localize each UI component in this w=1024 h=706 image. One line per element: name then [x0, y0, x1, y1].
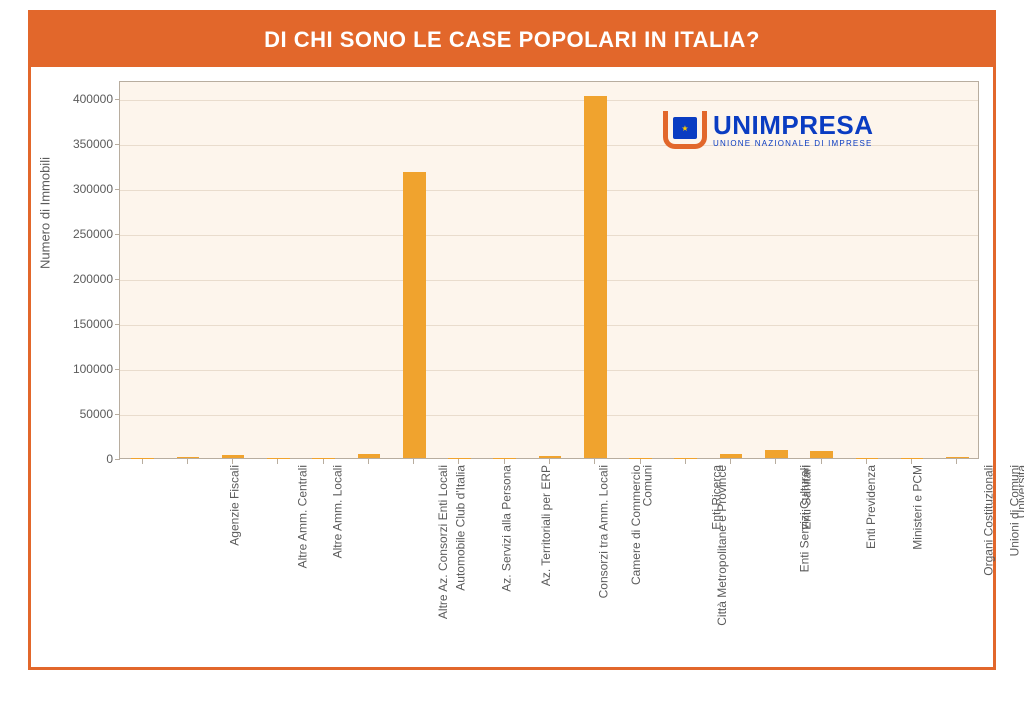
- x-tick-mark: [232, 459, 233, 464]
- x-tick-mark: [413, 459, 414, 464]
- x-tick-label: Organi Costituzionali: [982, 465, 996, 576]
- grid-line: [120, 100, 978, 101]
- bar: [720, 454, 743, 459]
- y-tick-mark: [115, 279, 120, 280]
- y-tick-label: 250000: [53, 227, 113, 241]
- logo-main-text: UNIMPRESA: [713, 112, 874, 138]
- x-tick-mark: [594, 459, 595, 464]
- bar: [539, 456, 562, 458]
- y-tick-label: 400000: [53, 92, 113, 106]
- x-tick-mark: [866, 459, 867, 464]
- bar: [493, 458, 516, 459]
- bar: [177, 457, 200, 458]
- x-tick-mark: [549, 459, 550, 464]
- x-tick-label: Agenzie Fiscali: [227, 465, 241, 546]
- y-tick-label: 350000: [53, 137, 113, 151]
- x-tick-mark: [911, 459, 912, 464]
- grid-line: [120, 190, 978, 191]
- y-tick-mark: [115, 234, 120, 235]
- x-tick-mark: [368, 459, 369, 464]
- bar: [674, 458, 697, 459]
- x-tick-label: Ministeri e PCM: [910, 465, 924, 550]
- bar: [901, 458, 924, 459]
- x-tick-label: Enti Sanitari: [800, 465, 814, 530]
- y-tick-label: 300000: [53, 182, 113, 196]
- y-tick-label: 50000: [53, 407, 113, 421]
- bar: [222, 455, 245, 458]
- x-tick-label: Altre Az. Consorzi Enti Locali: [436, 465, 450, 619]
- logo-sub-text: UNIONE NAZIONALE DI IMPRESE: [713, 140, 874, 148]
- x-tick-mark: [956, 459, 957, 464]
- y-tick-mark: [115, 324, 120, 325]
- x-tick-mark: [187, 459, 188, 464]
- bar: [810, 451, 833, 458]
- unimpresa-logo: ★ UNIMPRESA UNIONE NAZIONALE DI IMPRESE: [663, 105, 931, 155]
- bar: [448, 458, 471, 459]
- x-tick-label: Università: [1015, 465, 1024, 518]
- bar: [584, 96, 607, 458]
- grid-line: [120, 370, 978, 371]
- grid-line: [120, 280, 978, 281]
- y-tick-label: 100000: [53, 362, 113, 376]
- bar: [267, 458, 290, 459]
- bar: [403, 172, 426, 458]
- chart-title: DI CHI SONO LE CASE POPOLARI IN ITALIA?: [264, 27, 760, 53]
- chart-title-bar: DI CHI SONO LE CASE POPOLARI IN ITALIA?: [31, 13, 993, 67]
- x-tick-mark: [640, 459, 641, 464]
- y-tick-label: 0: [53, 452, 113, 466]
- x-tick-mark: [458, 459, 459, 464]
- x-tick-label: Altre Amm. Locali: [331, 465, 345, 558]
- y-tick-label: 150000: [53, 317, 113, 331]
- x-tick-mark: [142, 459, 143, 464]
- bar: [131, 458, 154, 459]
- x-tick-mark: [685, 459, 686, 464]
- y-tick-mark: [115, 369, 120, 370]
- x-tick-mark: [775, 459, 776, 464]
- y-tick-mark: [115, 144, 120, 145]
- bar: [946, 457, 969, 458]
- x-tick-label: Altre Amm. Centrali: [295, 465, 309, 568]
- grid-line: [120, 235, 978, 236]
- x-tick-mark: [821, 459, 822, 464]
- bar: [358, 454, 381, 459]
- x-tick-label: Az. Servizi alla Persona: [500, 465, 514, 592]
- x-tick-label: Enti Ricerca: [709, 465, 723, 530]
- bar: [765, 450, 788, 458]
- y-tick-mark: [115, 414, 120, 415]
- bar: [856, 458, 879, 459]
- y-tick-mark: [115, 189, 120, 190]
- x-tick-label: Comuni: [641, 465, 655, 506]
- x-tick-label: Automobile Club d'Italia: [453, 465, 467, 591]
- x-tick-label: Consorzi tra Amm. Locali: [597, 465, 611, 598]
- x-tick-label: Enti Previdenza: [864, 465, 878, 549]
- logo-emblem: ★: [663, 111, 707, 149]
- x-tick-mark: [323, 459, 324, 464]
- x-tick-mark: [504, 459, 505, 464]
- grid-line: [120, 325, 978, 326]
- y-tick-label: 200000: [53, 272, 113, 286]
- grid-line: [120, 415, 978, 416]
- bar: [312, 458, 335, 459]
- x-tick-label: Az. Territoriali per ERP: [539, 465, 553, 586]
- y-axis-label: Numero di Immobili: [38, 157, 53, 269]
- eu-flag-icon: ★: [673, 117, 697, 139]
- x-tick-mark: [730, 459, 731, 464]
- bar: [629, 458, 652, 459]
- x-tick-mark: [277, 459, 278, 464]
- logo-text: UNIMPRESA UNIONE NAZIONALE DI IMPRESE: [713, 112, 874, 148]
- y-tick-mark: [115, 99, 120, 100]
- y-tick-mark: [115, 459, 120, 460]
- chart-frame: DI CHI SONO LE CASE POPOLARI IN ITALIA? …: [28, 10, 996, 670]
